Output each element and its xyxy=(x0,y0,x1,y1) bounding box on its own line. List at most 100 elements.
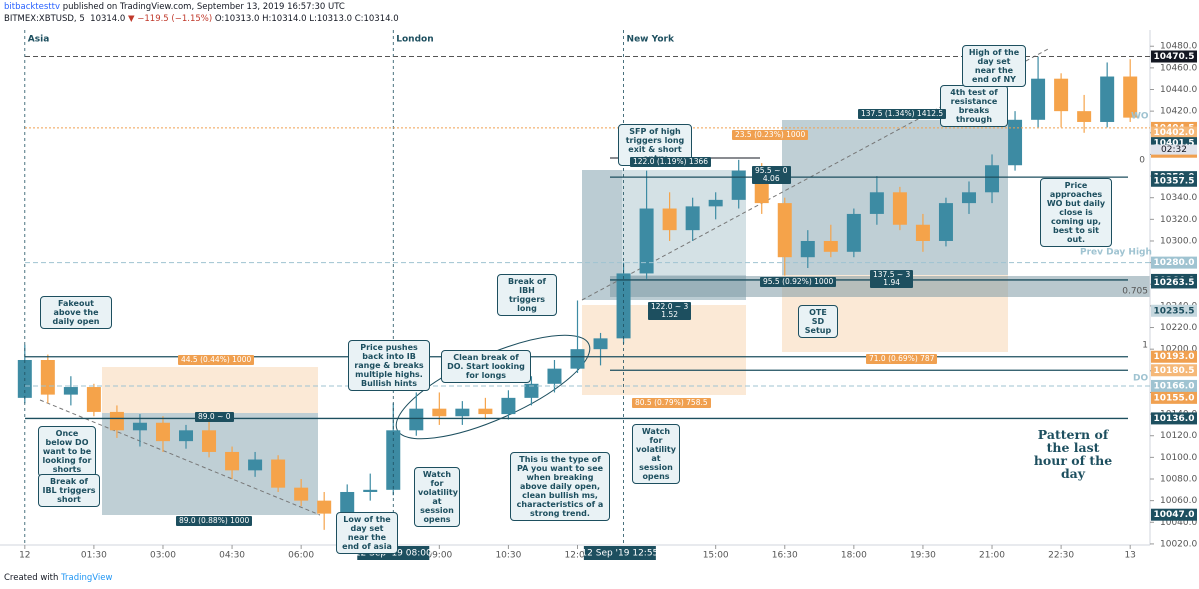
x-tick-label: 12 xyxy=(19,551,30,561)
countdown-tag xyxy=(1151,144,1197,155)
countdown: 02:32 xyxy=(1161,145,1187,155)
candle-body xyxy=(985,165,1000,193)
x-tick-label: 21:00 xyxy=(979,551,1005,561)
candle-body xyxy=(294,487,309,501)
price-tag-label: 10180.5 xyxy=(1154,366,1195,376)
callout: This is the type of PA you want to see w… xyxy=(510,452,610,521)
price-tag xyxy=(1151,126,1197,139)
price-tag xyxy=(1151,256,1197,269)
callout: Once below DO want to be looking for sho… xyxy=(38,426,96,477)
y-tick-label: 10480.0 xyxy=(1160,42,1197,52)
box-label: 89.0 ~ 0 xyxy=(195,412,234,422)
created: Created with xyxy=(4,573,59,583)
box-label: 137.5 ~ 3 1.94 xyxy=(870,270,914,288)
price-tag-label: 10155.0 xyxy=(1154,393,1195,403)
x-tick-label: 10:30 xyxy=(495,551,521,561)
y-tick-label: 10220.0 xyxy=(1160,323,1197,333)
price-tag-label: 10470.5 xyxy=(1154,52,1195,62)
candle-body xyxy=(248,459,263,471)
price-tag xyxy=(1151,364,1197,377)
price-tag xyxy=(1151,412,1197,425)
candle-body xyxy=(432,408,447,417)
candle-body xyxy=(109,411,124,431)
candle-body xyxy=(63,387,78,395)
candle-body xyxy=(938,203,953,241)
x-tick-label: 04:30 xyxy=(219,551,245,561)
y-tick-label: 10460.0 xyxy=(1160,63,1197,73)
x-tick-label: 09:00 xyxy=(426,551,452,561)
box-label: 122.0 ~ 3 1.52 xyxy=(648,302,692,320)
candle-body xyxy=(386,430,401,490)
candle-body xyxy=(1031,78,1046,120)
candle-body xyxy=(777,203,792,258)
header-line: bitbacktesttv published on TradingView.c… xyxy=(4,2,345,12)
last-price: 10314.0 xyxy=(90,14,126,24)
candle-body xyxy=(179,430,194,442)
candle-body xyxy=(731,170,746,200)
y-tick-label: 10120.0 xyxy=(1160,431,1197,441)
time-marker-label: 12 Sep '19 12:55 xyxy=(581,549,658,559)
price-tag-label: 10166.0 xyxy=(1154,381,1195,391)
callout: Fakeout above the daily open xyxy=(40,296,112,329)
candle-body xyxy=(1100,76,1115,122)
callout: Price pushes back into IB range & breaks… xyxy=(348,340,430,391)
session-label: New York xyxy=(627,35,675,45)
candle-body xyxy=(869,192,884,214)
pattern-note: Pattern of the last hour of the day xyxy=(1033,427,1113,481)
level-name: WO xyxy=(1131,112,1149,122)
box-label: 44.5 (0.44%) 1000 xyxy=(178,355,255,365)
candle-body xyxy=(708,199,723,207)
candle-body xyxy=(800,240,815,258)
price-tag-label: 10263.5 xyxy=(1154,278,1195,288)
candle-body xyxy=(225,451,240,471)
y-tick-label: 10300.0 xyxy=(1160,236,1197,246)
candle-body xyxy=(1077,111,1092,122)
price-axis xyxy=(1150,30,1199,560)
x-tick-label: 06:00 xyxy=(288,551,314,561)
callout: Watch for volatility at session opens xyxy=(632,424,680,484)
candle-body xyxy=(570,349,585,369)
callout: Watch for volatility at session opens xyxy=(414,467,460,527)
x-tick-label: 18:00 xyxy=(841,551,867,561)
price-tag-label: 10047.0 xyxy=(1154,510,1195,520)
candle-body xyxy=(86,387,101,412)
box-label: 80.5 (0.79%) 758.5 xyxy=(632,398,711,408)
y-tick-label: 10040.0 xyxy=(1160,518,1197,528)
time-marker xyxy=(583,546,656,560)
y-tick-label: 10060.0 xyxy=(1160,496,1197,506)
price-tag xyxy=(1151,174,1197,187)
fib-label: 0.705 xyxy=(1122,287,1148,297)
fib-label: 0 xyxy=(1139,156,1145,166)
candle-body xyxy=(132,422,147,431)
box-label: 122.0 (1.19%) 1366 xyxy=(630,157,712,167)
candle-body xyxy=(478,408,493,415)
candle-body xyxy=(155,422,170,442)
footer: Created with TradingView xyxy=(4,573,112,583)
y-tick-label: 10020.0 xyxy=(1160,539,1197,549)
candle-body xyxy=(455,408,470,417)
trend-line xyxy=(39,399,321,516)
price-tag xyxy=(1151,508,1197,521)
price-tag-label: 10193.0 xyxy=(1154,352,1195,362)
candle-body xyxy=(1123,76,1138,118)
author: bitbacktesttv xyxy=(4,2,60,12)
candle-body xyxy=(915,224,930,241)
y-tick-label: 10440.0 xyxy=(1160,85,1197,95)
candle-body xyxy=(40,359,55,395)
level-name: Prev Day High xyxy=(1080,248,1152,258)
y-tick-label: 10420.0 xyxy=(1160,107,1197,117)
candle-body xyxy=(202,430,217,452)
price-tag xyxy=(1151,379,1197,392)
ohlc: O:10313.0 H:10314.0 L:10313.0 C:10314.0 xyxy=(214,14,399,24)
candle-body xyxy=(961,192,976,204)
price-tag xyxy=(1151,304,1197,317)
price-tag xyxy=(1151,50,1197,63)
x-tick-label: 15:00 xyxy=(703,551,729,561)
price-tag-label: 10357.5 xyxy=(1154,176,1195,186)
callout: Break of IBH triggers long xyxy=(497,274,557,316)
candle-body xyxy=(501,397,516,415)
candle-body xyxy=(1054,78,1069,112)
candle-body xyxy=(593,338,608,350)
candle-body xyxy=(409,408,424,431)
